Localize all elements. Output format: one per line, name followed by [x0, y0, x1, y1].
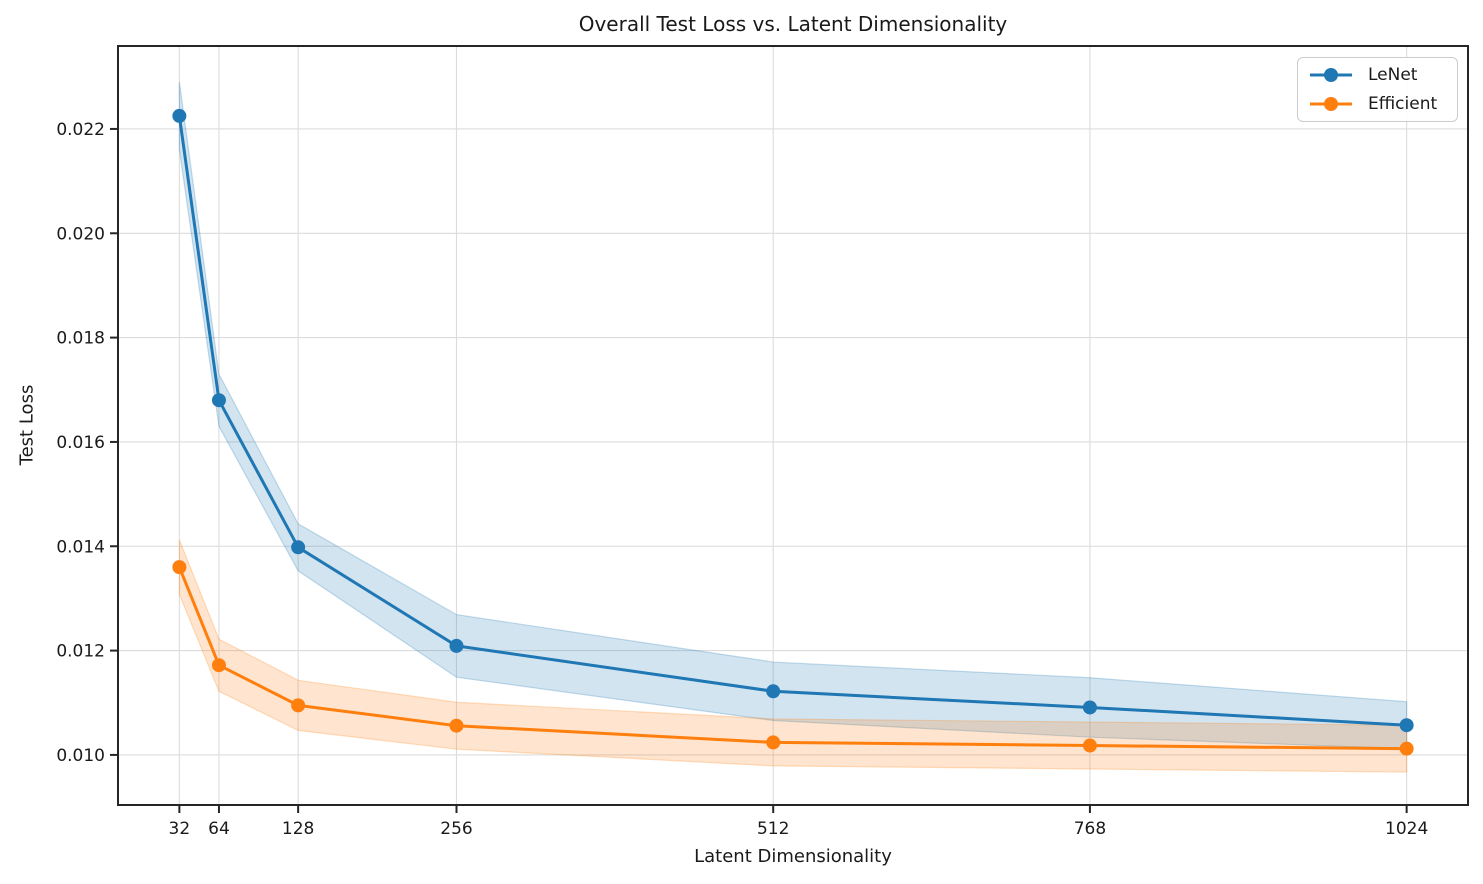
data-point-efficient-1024	[1399, 741, 1414, 756]
data-point-lenet-128	[291, 540, 306, 555]
x-axis-label: Latent Dimensionality	[694, 846, 892, 867]
y-tick-label: 0.016	[56, 433, 105, 453]
data-point-efficient-32	[172, 560, 187, 575]
data-point-lenet-512	[766, 684, 781, 699]
data-point-lenet-768	[1082, 700, 1097, 715]
chart-title: Overall Test Loss vs. Latent Dimensional…	[578, 12, 1008, 36]
x-tick-label: 64	[208, 819, 230, 839]
efficient-line-marker-icon	[1310, 97, 1352, 112]
lenet-line-marker-icon	[1310, 67, 1352, 82]
y-tick-label: 0.014	[56, 537, 105, 557]
data-point-lenet-256	[449, 638, 464, 653]
legend: LeNet Efficient	[1297, 57, 1458, 122]
data-point-efficient-64	[211, 658, 226, 673]
x-tick-label: 32	[169, 819, 191, 839]
data-point-lenet-1024	[1399, 718, 1414, 733]
x-tick-label: 256	[440, 819, 472, 839]
y-tick-label: 0.022	[56, 120, 105, 140]
y-tick-label: 0.010	[56, 746, 105, 766]
x-tick-label: 512	[757, 819, 789, 839]
y-tick-label: 0.020	[56, 224, 105, 244]
series-line-lenet	[177, 115, 1407, 727]
y-tick-label: 0.018	[56, 329, 105, 349]
data-point-efficient-768	[1082, 738, 1097, 753]
legend-label-efficient: Efficient	[1368, 94, 1438, 115]
data-point-efficient-128	[291, 698, 306, 713]
data-point-efficient-512	[766, 735, 781, 750]
y-tick-label: 0.012	[56, 642, 105, 662]
legend-label-lenet: LeNet	[1368, 64, 1418, 85]
x-tick-label: 128	[282, 819, 314, 839]
data-point-lenet-64	[211, 393, 226, 408]
confidence-band-lenet	[178, 81, 1408, 750]
y-axis-label: Test Loss	[16, 384, 38, 466]
x-tick-label: 768	[1074, 819, 1106, 839]
confidence-band-efficient	[178, 539, 1408, 773]
axes-spines	[117, 45, 1469, 806]
legend-item-lenet: LeNet	[1308, 60, 1447, 90]
x-tick-label: 1024	[1385, 819, 1428, 839]
legend-item-efficient: Efficient	[1308, 90, 1447, 120]
data-point-lenet-32	[172, 108, 187, 123]
data-point-efficient-256	[449, 718, 464, 733]
